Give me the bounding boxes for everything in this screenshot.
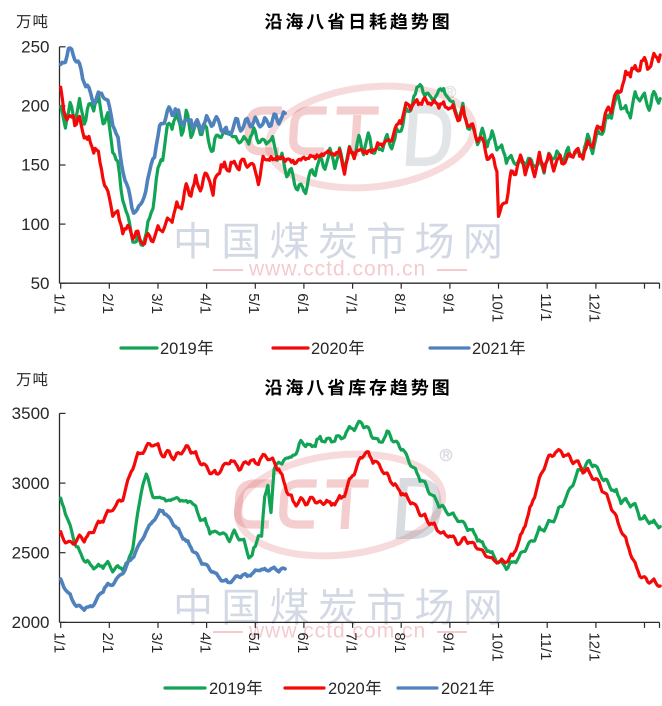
svg-text:5/1: 5/1 (245, 632, 262, 653)
svg-text:10/1: 10/1 (488, 632, 505, 661)
svg-text:10/1: 10/1 (488, 293, 505, 322)
svg-text:5/1: 5/1 (245, 293, 262, 314)
svg-text:2000: 2000 (12, 613, 50, 632)
svg-text:4/1: 4/1 (196, 632, 213, 653)
svg-text:11/1: 11/1 (537, 293, 554, 321)
svg-text:www.cctd.com.cn: www.cctd.com.cn (248, 258, 426, 281)
svg-text:8/1: 8/1 (391, 293, 408, 314)
svg-text:7/1: 7/1 (342, 293, 359, 314)
svg-text:6/1: 6/1 (294, 632, 311, 653)
svg-text:2500: 2500 (12, 543, 50, 562)
svg-text:8/1: 8/1 (391, 632, 408, 653)
svg-text:150: 150 (21, 156, 49, 175)
svg-text:4/1: 4/1 (196, 293, 213, 314)
svg-text:2/1: 2/1 (99, 632, 116, 653)
svg-text:3000: 3000 (12, 474, 50, 493)
svg-text:1/1: 1/1 (51, 293, 68, 314)
svg-text:250: 250 (21, 38, 49, 57)
svg-text:2019: 2019 (209, 680, 246, 698)
svg-text:12/1: 12/1 (586, 293, 603, 322)
svg-text:6/1: 6/1 (294, 293, 311, 314)
svg-text:www.cctd.com.cn: www.cctd.com.cn (248, 620, 426, 643)
svg-text:2021: 2021 (472, 340, 509, 358)
svg-text:2021: 2021 (441, 680, 478, 698)
svg-text:2019: 2019 (160, 340, 197, 358)
svg-text:2/1: 2/1 (99, 293, 116, 314)
svg-text:50: 50 (31, 274, 50, 293)
svg-text:9/1: 9/1 (440, 632, 457, 653)
svg-text:1/1: 1/1 (51, 632, 68, 653)
svg-text:3500: 3500 (12, 404, 50, 423)
svg-text:11/1: 11/1 (537, 632, 554, 660)
svg-text:12/1: 12/1 (586, 632, 603, 661)
svg-text:7/1: 7/1 (342, 632, 359, 653)
svg-text:9/1: 9/1 (440, 293, 457, 314)
svg-text:3/1: 3/1 (148, 293, 165, 314)
svg-text:100: 100 (21, 215, 49, 234)
svg-text:200: 200 (21, 97, 49, 116)
svg-text:2020: 2020 (311, 340, 348, 358)
svg-text:2020: 2020 (328, 680, 365, 698)
svg-text:3/1: 3/1 (148, 632, 165, 653)
